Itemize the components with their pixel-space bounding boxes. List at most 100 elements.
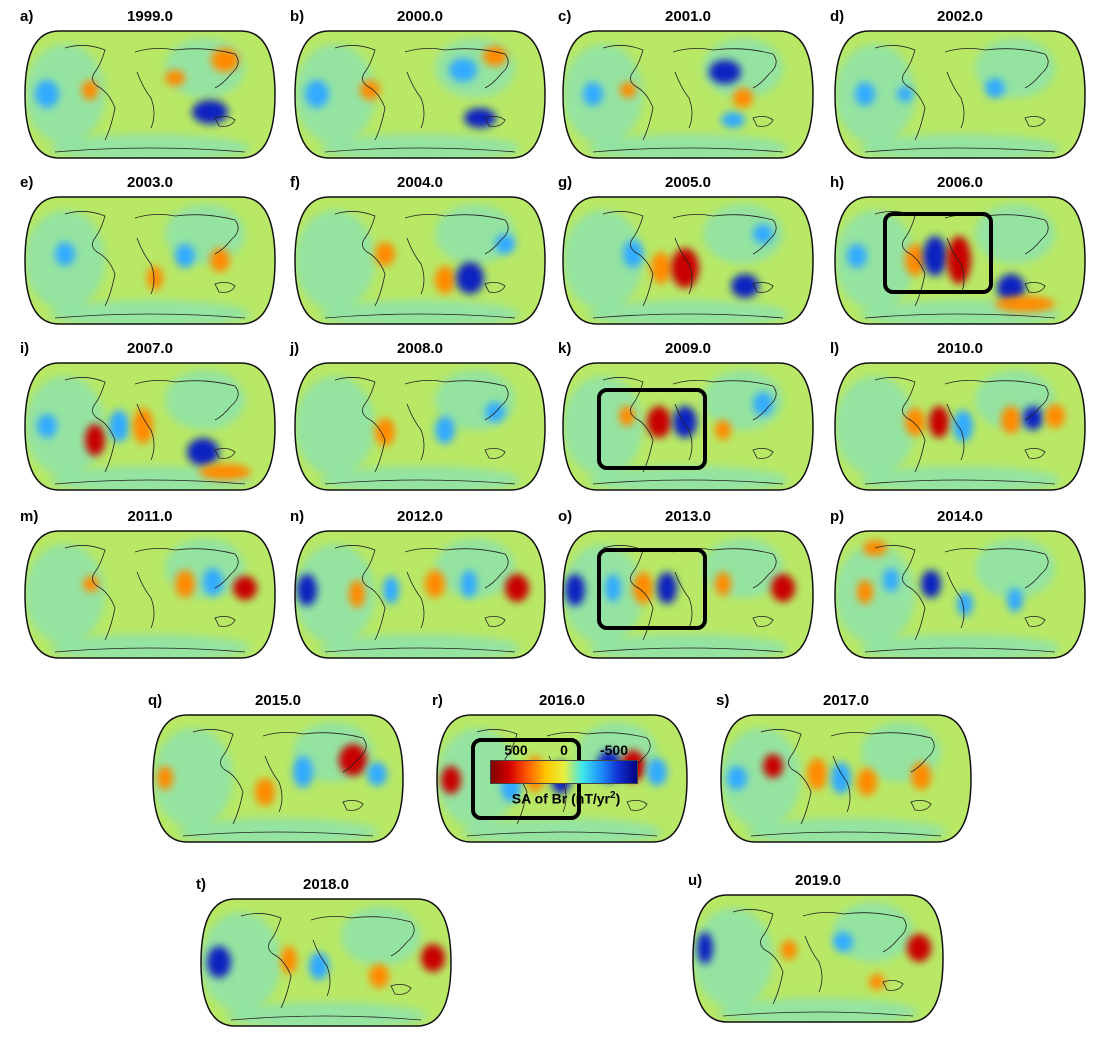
panel-year: 2010.0 <box>937 340 983 357</box>
anomaly-blob <box>1007 588 1023 612</box>
field-band <box>435 538 515 598</box>
map-panel-n: n) 2012.0 <box>290 508 550 668</box>
coastline <box>230 913 422 1021</box>
map-panel-b: b) 2000.0 <box>290 8 550 168</box>
map-panel-g: g) 2005.0 <box>558 174 818 334</box>
panel-year: 2011.0 <box>127 508 173 525</box>
anomaly-blob <box>293 756 313 788</box>
anomaly-blob <box>753 224 773 244</box>
anomaly-blob <box>147 266 163 290</box>
anomaly-blob <box>369 964 389 988</box>
anomaly-blob <box>309 952 329 980</box>
field-band <box>165 370 245 430</box>
field-band <box>975 538 1055 598</box>
panel-letter: u) <box>688 872 703 889</box>
panel-year: 2018.0 <box>303 876 349 893</box>
anomaly-blob <box>165 70 185 86</box>
map-outline <box>834 196 1086 325</box>
anomaly-blob <box>619 406 635 426</box>
anomaly-blob <box>281 946 297 974</box>
panel-year: 2006.0 <box>937 174 983 191</box>
panel-letter: a) <box>20 8 34 25</box>
map-panel-p: p) 2014.0 <box>830 508 1090 668</box>
anomaly-blob <box>647 758 667 786</box>
coastline <box>54 45 246 153</box>
coastline <box>54 377 246 485</box>
map-panel-k: k) 2009.0 <box>558 340 818 500</box>
anomaly-blob <box>435 266 455 294</box>
panel-year: 2015.0 <box>255 692 301 709</box>
field-band <box>295 210 375 310</box>
anomaly-blob <box>715 572 731 596</box>
anomaly-blob <box>833 932 853 952</box>
anomaly-blob <box>953 410 973 442</box>
panel-year: 2009.0 <box>665 340 711 357</box>
anomaly-blob <box>360 80 380 100</box>
anomaly-blob <box>1023 406 1043 430</box>
anomaly-blob <box>651 252 671 284</box>
map-outline <box>562 530 814 659</box>
panel-letter: b) <box>290 8 305 25</box>
anomaly-blob <box>565 574 585 606</box>
field-band <box>25 376 105 476</box>
field-band <box>201 912 281 1012</box>
world-map <box>562 530 814 659</box>
anomaly-blob <box>911 762 931 790</box>
world-map <box>24 30 276 159</box>
world-map <box>562 362 814 491</box>
anomaly-blob <box>605 574 621 602</box>
map-panel-d: d) 2002.0 <box>830 8 1090 168</box>
anomaly-blob <box>883 568 899 592</box>
panel-year: 2002.0 <box>937 8 983 25</box>
map-outline <box>24 362 276 491</box>
anomaly-blob <box>907 934 931 962</box>
panel-year: 2000.0 <box>397 8 443 25</box>
anomaly-blob <box>85 424 105 456</box>
field-band <box>25 44 105 144</box>
anomaly-blob <box>947 236 971 284</box>
field-band <box>295 44 375 144</box>
panel-letter: p) <box>830 508 845 525</box>
coastline <box>864 377 1056 485</box>
anomaly-blob <box>505 574 529 602</box>
coastline <box>324 377 516 485</box>
anomaly-blob <box>449 58 477 82</box>
anomaly-blob <box>715 420 731 440</box>
anomaly-blob <box>55 242 75 266</box>
map-outline <box>152 714 404 843</box>
anomaly-blob <box>133 408 153 444</box>
map-panel-m: m) 2011.0 <box>20 508 280 668</box>
world-map <box>294 362 546 491</box>
anomaly-blob <box>657 572 677 604</box>
panel-year: 2013.0 <box>665 508 711 525</box>
colorbar-ticks: 500 0 -500 <box>478 742 654 760</box>
anomaly-blob <box>921 570 941 598</box>
anomaly-blob <box>727 766 747 790</box>
anomaly-blob <box>869 974 885 990</box>
field-band <box>835 210 915 310</box>
map-panel-e: e) 2003.0 <box>20 174 280 334</box>
world-map <box>24 530 276 659</box>
world-map <box>692 894 944 1023</box>
field-band <box>437 728 517 828</box>
map-outline <box>24 30 276 159</box>
panel-letter: t) <box>196 876 206 893</box>
anomaly-blob <box>175 570 195 598</box>
map-panel-j: j) 2008.0 <box>290 340 550 500</box>
anomaly-blob <box>83 576 99 592</box>
anomaly-blob <box>709 60 741 84</box>
field-band <box>563 210 643 310</box>
map-panel-a: a) 1999.0 <box>20 8 280 168</box>
panel-letter: i) <box>20 340 30 357</box>
panel-year: 2007.0 <box>127 340 173 357</box>
colorbar-tick-high: 500 <box>504 742 528 758</box>
map-panel-u: u) 2019.0 <box>688 872 948 1032</box>
panel-letter: k) <box>558 340 572 357</box>
coastline <box>54 545 246 653</box>
highlight-box <box>883 212 993 294</box>
field-band <box>341 906 421 966</box>
panel-letter: g) <box>558 174 573 191</box>
anomaly-blob <box>375 418 395 446</box>
panel-year: 2004.0 <box>397 174 443 191</box>
anomaly-blob <box>157 766 173 790</box>
